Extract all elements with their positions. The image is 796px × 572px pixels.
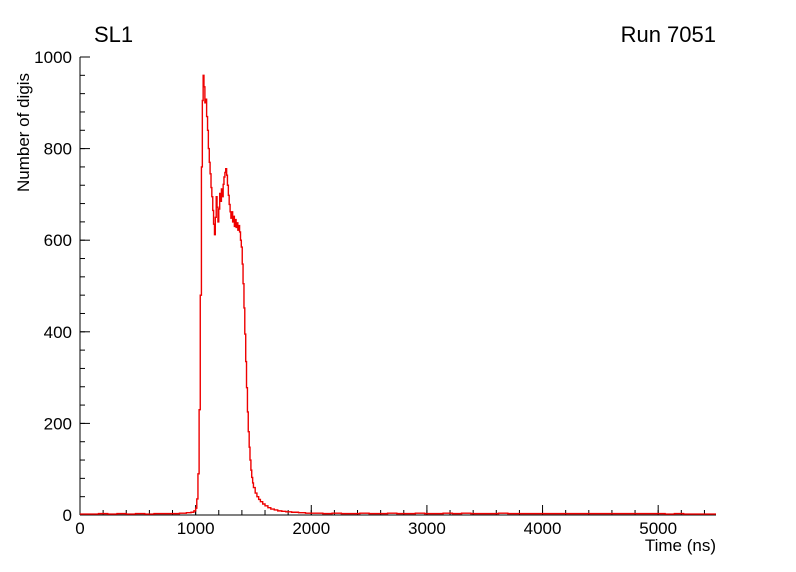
x-tick-label: 5000 [639, 519, 677, 538]
x-tick-label: 4000 [524, 519, 562, 538]
histogram-line [80, 74, 716, 515]
y-tick-label: 0 [63, 506, 72, 525]
x-axis-title: Time (ns) [644, 536, 716, 555]
x-tick-label: 3000 [408, 519, 446, 538]
x-tick-label: 2000 [292, 519, 330, 538]
y-tick-label: 400 [44, 323, 72, 342]
x-tick-label: 0 [75, 519, 84, 538]
y-tick-label: 1000 [34, 48, 72, 67]
histogram-title: SL1 [94, 22, 134, 47]
x-tick-label: 1000 [177, 519, 215, 538]
y-axis-title: Number of digis [14, 72, 33, 192]
y-tick-label: 200 [44, 414, 72, 433]
y-tick-label: 800 [44, 140, 72, 159]
run-number-label: Run 7051 [620, 22, 716, 47]
y-tick-label: 600 [44, 231, 72, 250]
